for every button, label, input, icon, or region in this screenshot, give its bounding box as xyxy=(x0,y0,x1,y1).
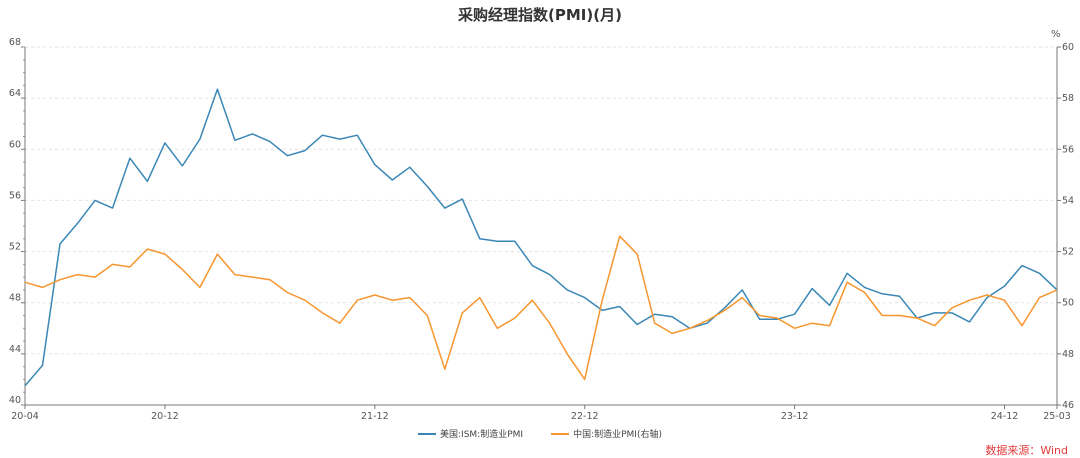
right-axis-tick-label: 48 xyxy=(1062,349,1074,360)
left-axis-tick-label: 48 xyxy=(9,293,21,304)
legend-swatch-us xyxy=(418,432,437,435)
chart-title: 采购经理指数(PMI)(月) xyxy=(458,6,622,24)
legend-label-china: 中国:制造业PMI(右轴) xyxy=(573,430,662,440)
series-line-us-ism-pmi xyxy=(24,88,1058,387)
right-axis-tick-label: 52 xyxy=(1062,247,1074,258)
legend-item-us[interactable]: 美国:ISM:制造业PMI xyxy=(418,427,523,440)
legend-item-china[interactable]: 中国:制造业PMI(右轴) xyxy=(551,427,662,440)
left-axis-tick-label: 68 xyxy=(9,37,21,48)
x-axis-tick-label: 24-12 xyxy=(991,411,1019,422)
right-axis-tick-label: 56 xyxy=(1062,144,1074,155)
legend-label-us: 美国:ISM:制造业PMI xyxy=(440,430,524,440)
right-axis-tick-label: 50 xyxy=(1062,298,1074,309)
right-axis-unit: % xyxy=(1051,29,1061,40)
left-axis-tick-label: 40 xyxy=(9,395,21,406)
left-axis-tick-label: 64 xyxy=(9,88,21,99)
legend-swatch-china xyxy=(551,432,570,435)
data-source: 数据来源：Wind xyxy=(985,444,1068,457)
legend: 美国:ISM:制造业PMI 中国:制造业PMI(右轴) xyxy=(0,427,1080,440)
left-axis-tick-label: 52 xyxy=(9,242,21,253)
right-axis-tick-label: 60 xyxy=(1062,42,1074,53)
x-axis-tick-label: 20-12 xyxy=(151,411,179,422)
left-axis-tick-label: 56 xyxy=(9,190,21,201)
x-axis-tick-label: 25-03 xyxy=(1043,411,1071,422)
x-axis-tick-label: 20-04 xyxy=(11,411,39,422)
left-axis-tick-label: 44 xyxy=(9,344,21,355)
right-axis-tick-label: 46 xyxy=(1062,400,1074,411)
series-line-china-pmi xyxy=(24,235,1058,381)
right-axis-tick-label: 58 xyxy=(1062,93,1074,104)
left-axis-tick-label: 60 xyxy=(9,139,21,150)
right-axis-tick-label: 54 xyxy=(1062,195,1074,206)
x-axis-tick-label: 22-12 xyxy=(571,411,599,422)
x-axis-tick-label: 21-12 xyxy=(361,411,389,422)
x-axis-tick-label: 23-12 xyxy=(781,411,809,422)
